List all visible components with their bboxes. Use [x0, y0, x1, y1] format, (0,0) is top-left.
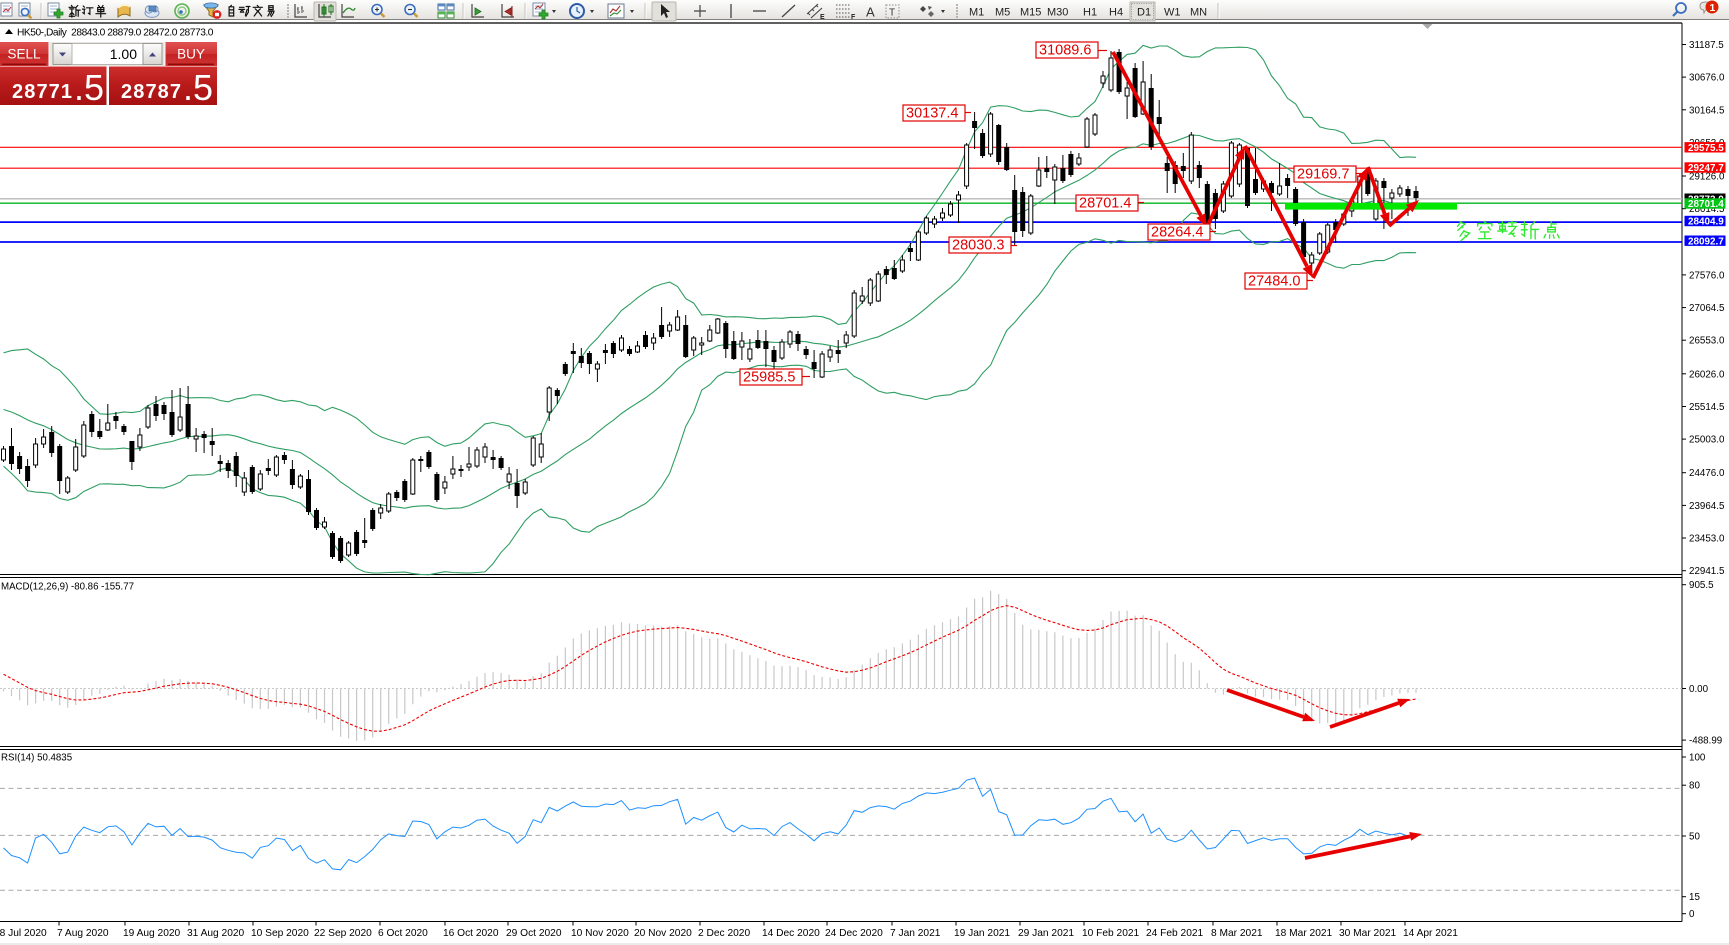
svg-text:28614.5: 28614.5: [1689, 204, 1725, 215]
svg-text:-488.99: -488.99: [1689, 736, 1722, 747]
svg-text:7 Aug 2020: 7 Aug 2020: [57, 928, 109, 939]
svg-text:8 Mar 2021: 8 Mar 2021: [1211, 928, 1263, 939]
svg-text:D1: D1: [1137, 7, 1151, 19]
svg-text:.5: .5: [183, 67, 213, 105]
svg-text:22 Sep 2020: 22 Sep 2020: [314, 928, 372, 939]
svg-text:M5: M5: [995, 7, 1010, 19]
svg-text:25985.5: 25985.5: [743, 370, 795, 386]
svg-text:22941.5: 22941.5: [1689, 566, 1725, 577]
svg-text:H4: H4: [1109, 7, 1123, 19]
svg-text:6 Oct 2020: 6 Oct 2020: [378, 928, 428, 939]
svg-text:28701.4: 28701.4: [1688, 199, 1724, 210]
svg-text:25003.0: 25003.0: [1689, 435, 1725, 446]
svg-text:23964.5: 23964.5: [1689, 501, 1725, 512]
svg-text:29575.5: 29575.5: [1688, 143, 1724, 154]
svg-text:905.5: 905.5: [1689, 580, 1714, 591]
svg-text:7 Jan 2021: 7 Jan 2021: [890, 928, 941, 939]
svg-text:30137.4: 30137.4: [906, 106, 958, 122]
svg-text:MN: MN: [1190, 7, 1207, 19]
svg-text:29126.0: 29126.0: [1689, 172, 1725, 183]
svg-text:28092.7: 28092.7: [1688, 236, 1724, 247]
svg-text:18 Mar 2021: 18 Mar 2021: [1275, 928, 1333, 939]
svg-text:19 Jan 2021: 19 Jan 2021: [954, 928, 1010, 939]
svg-text:50: 50: [1689, 832, 1700, 843]
svg-text:28030.3: 28030.3: [952, 238, 1004, 254]
svg-text:30164.5: 30164.5: [1689, 105, 1725, 116]
svg-text:31187.5: 31187.5: [1689, 40, 1724, 51]
svg-text:28264.4: 28264.4: [1151, 225, 1203, 241]
svg-text:10 Feb 2021: 10 Feb 2021: [1082, 928, 1140, 939]
svg-text:A: A: [866, 5, 875, 20]
svg-text:16 Oct 2020: 16 Oct 2020: [443, 928, 499, 939]
svg-text:28771: 28771: [12, 81, 73, 103]
svg-text:29 Jan 2021: 29 Jan 2021: [1018, 928, 1074, 939]
svg-text:SELL: SELL: [7, 47, 41, 62]
svg-text:W1: W1: [1164, 7, 1181, 19]
svg-text:28787: 28787: [121, 81, 182, 103]
svg-text:14 Dec 2020: 14 Dec 2020: [762, 928, 820, 939]
svg-text:24 Feb 2021: 24 Feb 2021: [1146, 928, 1204, 939]
svg-text:1: 1: [1710, 2, 1716, 14]
svg-text:MACD(12,26,9) -80.86 -155.77: MACD(12,26,9) -80.86 -155.77: [1, 582, 134, 593]
svg-text:24 Dec 2020: 24 Dec 2020: [825, 928, 883, 939]
svg-text:M30: M30: [1047, 7, 1068, 19]
svg-text:24476.0: 24476.0: [1689, 468, 1725, 479]
svg-text:H1: H1: [1083, 7, 1097, 19]
svg-text:0: 0: [1689, 909, 1695, 920]
svg-text:RSI(14) 50.4835: RSI(14) 50.4835: [1, 753, 72, 764]
svg-text:M15: M15: [1020, 7, 1041, 19]
svg-text:28701.4: 28701.4: [1079, 196, 1131, 212]
svg-text:30 Mar 2021: 30 Mar 2021: [1339, 928, 1397, 939]
svg-text:HK50-,Daily 28843.0 28879.0 2: HK50-,Daily 28843.0 28879.0 28472.0 2877…: [17, 28, 214, 39]
svg-text:80: 80: [1689, 781, 1700, 792]
svg-text:26026.0: 26026.0: [1689, 369, 1725, 380]
svg-text:10 Nov 2020: 10 Nov 2020: [571, 928, 629, 939]
svg-text:0.00: 0.00: [1689, 684, 1709, 695]
svg-text:29169.7: 29169.7: [1297, 167, 1349, 183]
svg-text:27576.0: 27576.0: [1689, 270, 1725, 281]
svg-text:29 Oct 2020: 29 Oct 2020: [506, 928, 562, 939]
svg-text:10 Sep 2020: 10 Sep 2020: [251, 928, 309, 939]
svg-text:20 Nov 2020: 20 Nov 2020: [634, 928, 692, 939]
svg-text:M1: M1: [969, 7, 984, 19]
svg-text:15: 15: [1689, 892, 1700, 903]
svg-text:E: E: [820, 14, 825, 21]
svg-text:28404.9: 28404.9: [1688, 217, 1724, 228]
svg-text:30676.0: 30676.0: [1689, 73, 1725, 84]
svg-text:31089.6: 31089.6: [1039, 43, 1091, 59]
svg-text:31 Aug 2020: 31 Aug 2020: [187, 928, 245, 939]
svg-text:2 Dec 2020: 2 Dec 2020: [698, 928, 750, 939]
svg-text:T: T: [889, 8, 895, 19]
svg-text:.5: .5: [74, 67, 104, 105]
svg-text:F: F: [851, 14, 856, 21]
svg-text:19 Aug 2020: 19 Aug 2020: [123, 928, 181, 939]
svg-text:14 Apr 2021: 14 Apr 2021: [1403, 928, 1458, 939]
svg-text:27484.0: 27484.0: [1248, 274, 1300, 290]
svg-text:27064.5: 27064.5: [1689, 303, 1725, 314]
svg-text:1.00: 1.00: [110, 46, 137, 62]
svg-text:29247.7: 29247.7: [1688, 163, 1724, 174]
svg-text:23453.0: 23453.0: [1689, 534, 1725, 545]
svg-text:25514.5: 25514.5: [1689, 402, 1725, 413]
svg-text:BUY: BUY: [177, 47, 205, 62]
svg-text:28 Jul 2020: 28 Jul 2020: [0, 928, 47, 939]
svg-text:26553.0: 26553.0: [1689, 336, 1725, 347]
svg-text:100: 100: [1689, 753, 1706, 764]
